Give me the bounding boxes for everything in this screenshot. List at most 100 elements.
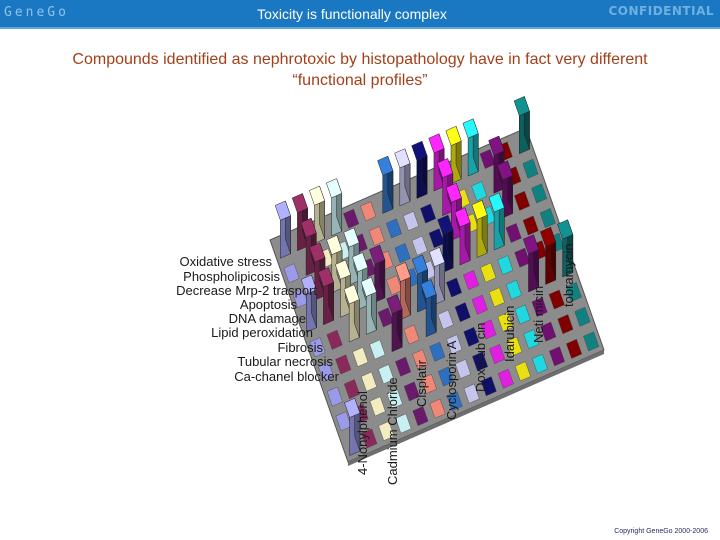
- headline: Compounds identified as nephrotoxic by h…: [0, 49, 720, 91]
- floor-marker: [403, 381, 420, 402]
- floor-marker: [395, 356, 412, 377]
- floor-marker: [318, 362, 335, 382]
- floor-marker: [395, 413, 412, 434]
- column-label: Cisplatir: [414, 359, 429, 407]
- bar: [352, 252, 369, 273]
- floor-marker: [514, 361, 531, 382]
- bar: [317, 267, 334, 288]
- floor-marker: [326, 329, 343, 350]
- floor-marker: [514, 190, 531, 211]
- floor-marker: [446, 391, 463, 412]
- floor-marker: [540, 321, 557, 342]
- bar: [326, 178, 343, 199]
- floor-marker: [386, 388, 403, 409]
- bar: [471, 199, 488, 220]
- floor-marker: [480, 262, 497, 283]
- floor-marker: [480, 319, 497, 340]
- bar: [334, 259, 352, 280]
- bar: [411, 254, 428, 275]
- floor-marker: [283, 263, 300, 284]
- genego-logo: GeneGo: [4, 5, 69, 20]
- floor-marker: [309, 337, 326, 358]
- floor-marker: [369, 396, 386, 417]
- confidential-badge: CONFIDENTIAL: [608, 4, 714, 18]
- floor-marker: [429, 398, 446, 419]
- column-label: Idarubicin: [502, 306, 517, 362]
- bar: [496, 160, 514, 181]
- bar: [445, 125, 462, 146]
- floor-marker: [522, 158, 539, 179]
- floor-marker: [343, 208, 360, 229]
- floor-marker: [368, 226, 385, 246]
- floor-marker: [335, 354, 352, 375]
- floor-marker: [361, 371, 377, 392]
- bar: [437, 214, 454, 235]
- slide-title: Toxicity is functionally complex: [257, 6, 447, 22]
- floor-marker: [471, 294, 488, 315]
- floor-marker: [360, 201, 377, 222]
- bar: [369, 244, 386, 265]
- bar: [420, 279, 437, 300]
- floor-marker: [548, 289, 565, 310]
- bar: [291, 193, 308, 214]
- row-label: Ca-chanel blocker: [234, 369, 339, 384]
- column-label: 4-Nonylphenol: [355, 391, 370, 475]
- column-label: Neti micin: [531, 286, 546, 343]
- floor-marker: [463, 383, 480, 404]
- floor-marker: [539, 208, 556, 228]
- bars-group: [274, 96, 600, 456]
- row-label: Fibrosis: [277, 340, 323, 355]
- bar: [488, 192, 505, 213]
- floor-marker: [412, 406, 429, 426]
- bar: [308, 185, 326, 206]
- floor-marker: [463, 270, 480, 290]
- floor-marker: [531, 297, 548, 317]
- bar: [454, 207, 471, 228]
- row-label: Tubular necrosis: [237, 354, 333, 369]
- row-label: Phospholipicosis: [183, 269, 280, 284]
- floor-marker: [412, 349, 429, 370]
- row-label: Oxidative stress: [180, 254, 273, 269]
- column-label: tobramycin: [561, 243, 576, 307]
- floor-marker: [455, 359, 471, 379]
- floor-marker: [506, 336, 523, 357]
- floor-marker: [497, 255, 514, 276]
- floor-marker: [352, 347, 369, 367]
- row-label: Decrease Mrp-2 trasport: [176, 283, 317, 298]
- bar: [462, 118, 479, 139]
- floor-marker: [403, 211, 419, 231]
- row-label: Lipid peroxidation: [211, 325, 313, 340]
- floor-marker: [489, 344, 506, 364]
- bar: [300, 217, 317, 238]
- bar: [428, 247, 446, 267]
- bar: [343, 284, 360, 305]
- headline-line-1: Compounds identified as nephrotoxic by h…: [72, 51, 648, 68]
- floor-marker: [497, 368, 514, 389]
- floor-marker: [557, 314, 574, 335]
- floor-marker: [565, 282, 582, 302]
- bar: [513, 96, 530, 117]
- bar: [344, 397, 361, 418]
- bar: [540, 226, 557, 247]
- floor-marker: [531, 353, 548, 374]
- floor-marker: [566, 338, 583, 359]
- floor-marker: [437, 366, 454, 387]
- bar: [394, 261, 411, 282]
- headline-line-2: “functional profiles”: [292, 72, 428, 89]
- floor-marker: [385, 218, 402, 239]
- row-label: Apoptosis: [240, 297, 298, 312]
- floor-marker: [497, 312, 514, 332]
- floor-marker: [514, 304, 531, 325]
- bar: [326, 235, 343, 255]
- bar: [557, 219, 574, 240]
- bar: [428, 133, 445, 154]
- bar: [343, 227, 360, 248]
- floor-marker: [446, 277, 463, 298]
- copyright-text: Copyright GeneGo 2000-2006: [614, 528, 708, 535]
- bar: [274, 200, 291, 221]
- floor-marker: [437, 309, 454, 330]
- bar: [386, 294, 403, 315]
- bar: [309, 242, 326, 263]
- floor-marker: [326, 386, 343, 407]
- header-bar: GeneGo Toxicity is functionally complex …: [0, 0, 720, 29]
